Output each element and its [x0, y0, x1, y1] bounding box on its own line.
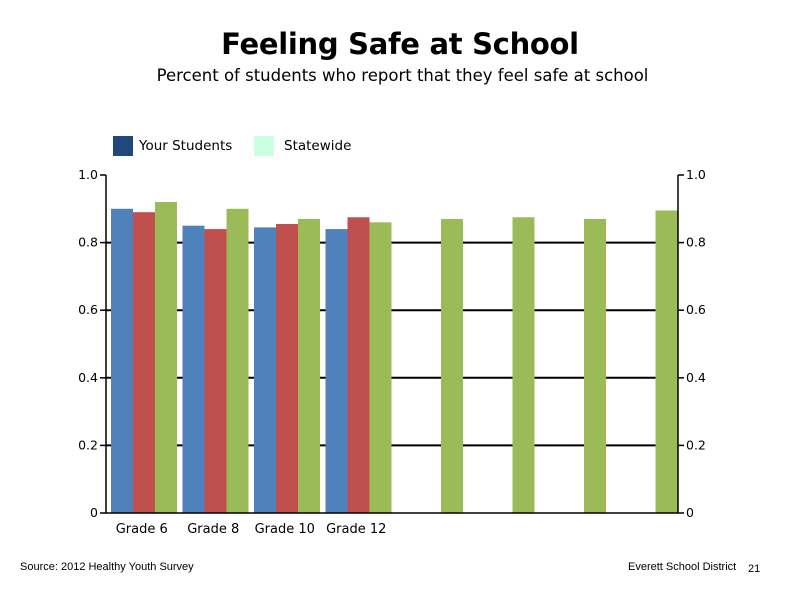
legend-label-statewide: Statewide [284, 138, 352, 154]
y-tick-label-left: 0.6 [78, 302, 98, 317]
x-tick-label: Grade 10 [255, 522, 315, 537]
y-tick-label-left: 1.0 [78, 167, 98, 182]
legend-swatch-your-students [113, 136, 133, 156]
y-tick-label-right: 0.8 [686, 235, 706, 250]
legend-item-statewide: Statewide [254, 135, 351, 157]
x-tick-label: Grade 6 [116, 522, 168, 537]
bar [133, 212, 155, 513]
y-tick-label-right: 0.4 [686, 370, 706, 385]
legend-swatch-statewide [254, 136, 274, 156]
y-tick-label-right: 0 [686, 505, 694, 520]
x-tick-label: Grade 8 [187, 522, 239, 537]
x-tick-label: Grade 12 [326, 522, 386, 537]
y-tick-label-right: 0.6 [686, 302, 706, 317]
chart-title: Feeling Safe at School [221, 27, 579, 61]
legend-label-your-students: Your Students [139, 138, 233, 154]
y-tick-label-right: 1.0 [686, 167, 706, 182]
bar [155, 202, 177, 514]
bar [655, 210, 678, 514]
chart-subtitle: Percent of students who report that they… [156, 66, 649, 85]
bar [254, 227, 276, 513]
bar [111, 208, 133, 514]
bar [276, 224, 298, 513]
legend-item-your-students: Your Students [113, 135, 232, 157]
bar [347, 217, 370, 513]
bar [512, 217, 535, 513]
bar [204, 229, 227, 513]
bar [182, 225, 205, 513]
y-tick-label-left: 0.2 [78, 437, 98, 452]
y-tick-label-right: 0.2 [686, 437, 706, 452]
y-tick-label-left: 0.4 [78, 370, 98, 385]
bar [325, 229, 348, 513]
bar [226, 208, 249, 514]
district-name: Everett School District [628, 561, 737, 573]
bar [584, 218, 606, 513]
page-number: 21 [748, 563, 761, 575]
source-note: Source: 2012 Healthy Youth Survey [20, 561, 194, 573]
bar [441, 218, 463, 513]
y-tick-label-left: 0.8 [78, 235, 98, 250]
bar [298, 218, 320, 513]
bar [369, 222, 392, 513]
y-tick-label-left: 0 [90, 505, 98, 520]
